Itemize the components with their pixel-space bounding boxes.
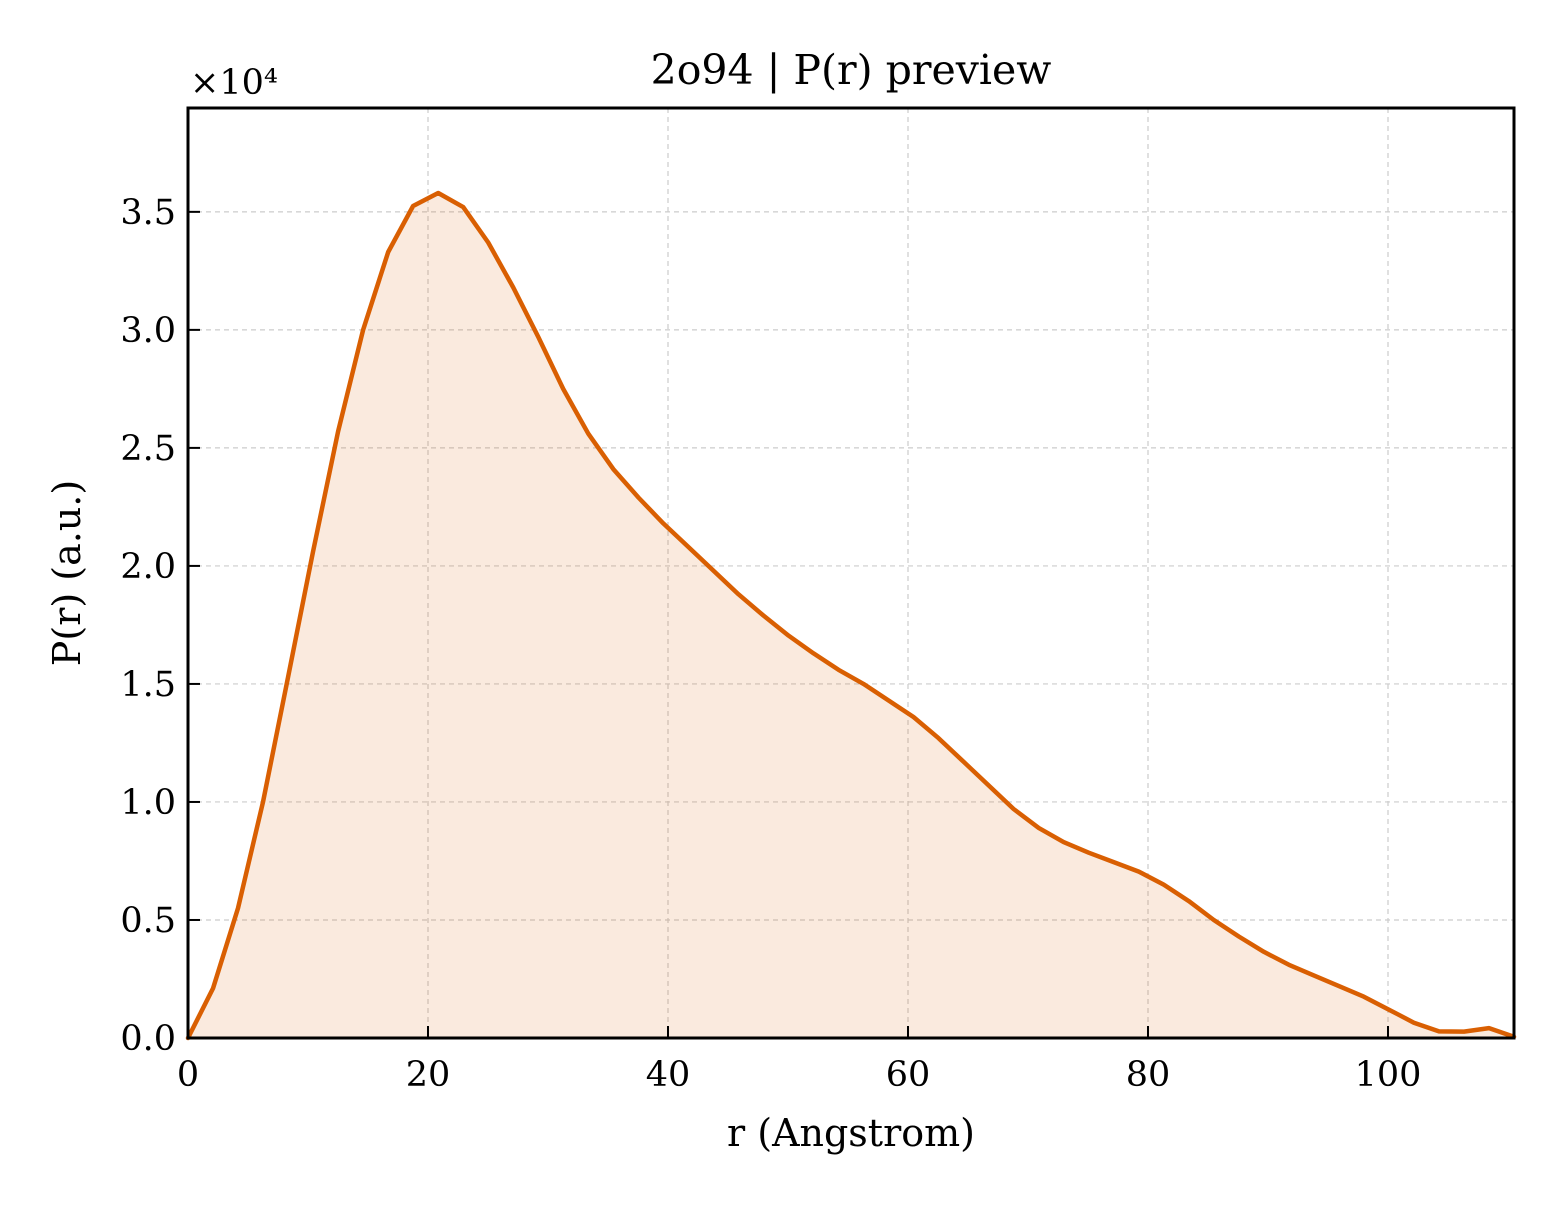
y-tick-label: 3.0 xyxy=(120,311,176,351)
y-tick-label: 0.5 xyxy=(120,901,176,941)
series-line xyxy=(185,190,1517,1041)
x-tick-label: 0 xyxy=(177,1055,199,1095)
y-axis-label: P(r) (a.u.) xyxy=(45,480,89,666)
y-tick-label: 0.0 xyxy=(120,1019,176,1059)
plot-area xyxy=(185,190,1517,1041)
ticks: 0 20 40 60 80 100 0.0 0.5 1.0 1.5 2.0 2.5 3.0 3.5 xyxy=(120,193,1421,1095)
x-tick-label: 40 xyxy=(646,1055,691,1095)
y-tick-label: 2.0 xyxy=(120,547,176,587)
x-tick-label: 20 xyxy=(406,1055,451,1095)
y-tick-label: 1.0 xyxy=(120,783,176,823)
y-axis-multiplier: ×10⁴ xyxy=(190,63,278,103)
chart-title: 2o94 | P(r) preview xyxy=(651,46,1052,94)
x-tick-label: 60 xyxy=(886,1055,931,1095)
y-tick-label: 3.5 xyxy=(120,193,176,233)
plot-frame xyxy=(186,106,1516,1040)
x-tick-label: 100 xyxy=(1355,1055,1422,1095)
series-area-fill xyxy=(188,193,1514,1038)
x-axis-label: r (Angstrom) xyxy=(727,1111,975,1155)
y-tick-label: 1.5 xyxy=(120,665,176,705)
x-tick-label: 80 xyxy=(1126,1055,1171,1095)
y-tick-label: 2.5 xyxy=(120,429,176,469)
